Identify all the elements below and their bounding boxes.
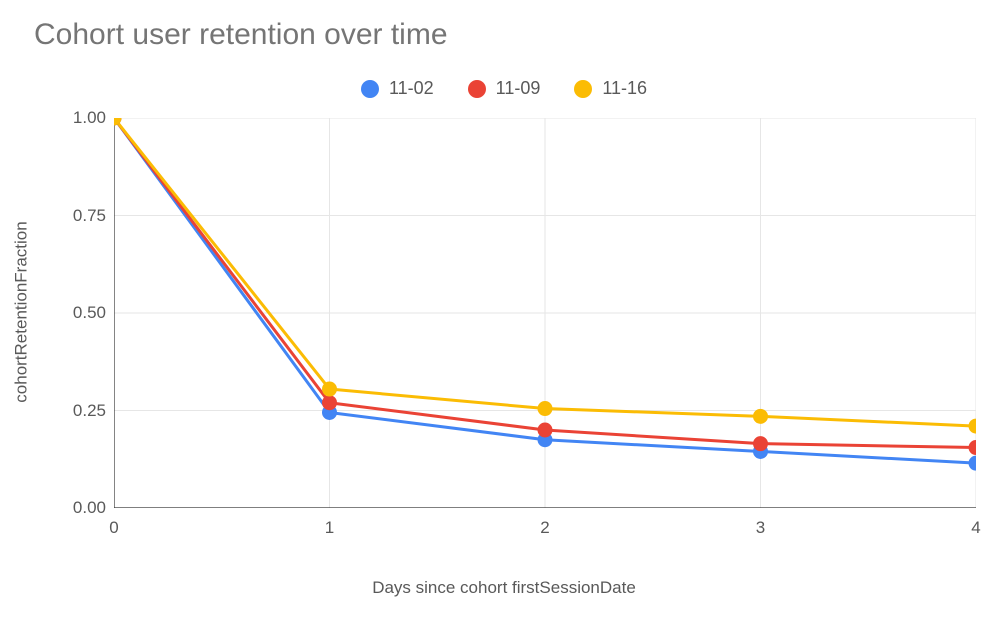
legend-label: 11-16 bbox=[602, 78, 647, 99]
y-tick-label: 0.75 bbox=[56, 206, 106, 226]
legend-item: 11-02 bbox=[361, 78, 434, 99]
y-tick-label: 1.00 bbox=[56, 108, 106, 128]
legend-label: 11-02 bbox=[389, 78, 434, 99]
x-axis-label: Days since cohort firstSessionDate bbox=[0, 578, 1008, 598]
y-axis-label-wrap: cohortRetentionFraction bbox=[12, 0, 32, 623]
x-tick-label: 0 bbox=[109, 518, 118, 538]
legend-item: 11-16 bbox=[574, 78, 647, 99]
x-tick-label: 4 bbox=[971, 518, 980, 538]
chart-container: Cohort user retention over time 11-0211-… bbox=[0, 0, 1008, 623]
y-tick-label: 0.00 bbox=[56, 498, 106, 518]
y-axis-label: cohortRetentionFraction bbox=[12, 221, 32, 402]
legend-item: 11-09 bbox=[468, 78, 541, 99]
legend: 11-02 11-09 11-16 bbox=[0, 78, 1008, 99]
y-tick-label: 0.50 bbox=[56, 303, 106, 323]
y-tick-label: 0.25 bbox=[56, 401, 106, 421]
legend-swatch-icon bbox=[361, 80, 379, 98]
legend-swatch-icon bbox=[574, 80, 592, 98]
legend-label: 11-09 bbox=[496, 78, 541, 99]
plot-area bbox=[114, 118, 976, 508]
x-tick-label: 3 bbox=[756, 518, 765, 538]
chart-title: Cohort user retention over time bbox=[34, 18, 448, 52]
legend-swatch-icon bbox=[468, 80, 486, 98]
x-tick-label: 2 bbox=[540, 518, 549, 538]
x-tick-label: 1 bbox=[325, 518, 334, 538]
